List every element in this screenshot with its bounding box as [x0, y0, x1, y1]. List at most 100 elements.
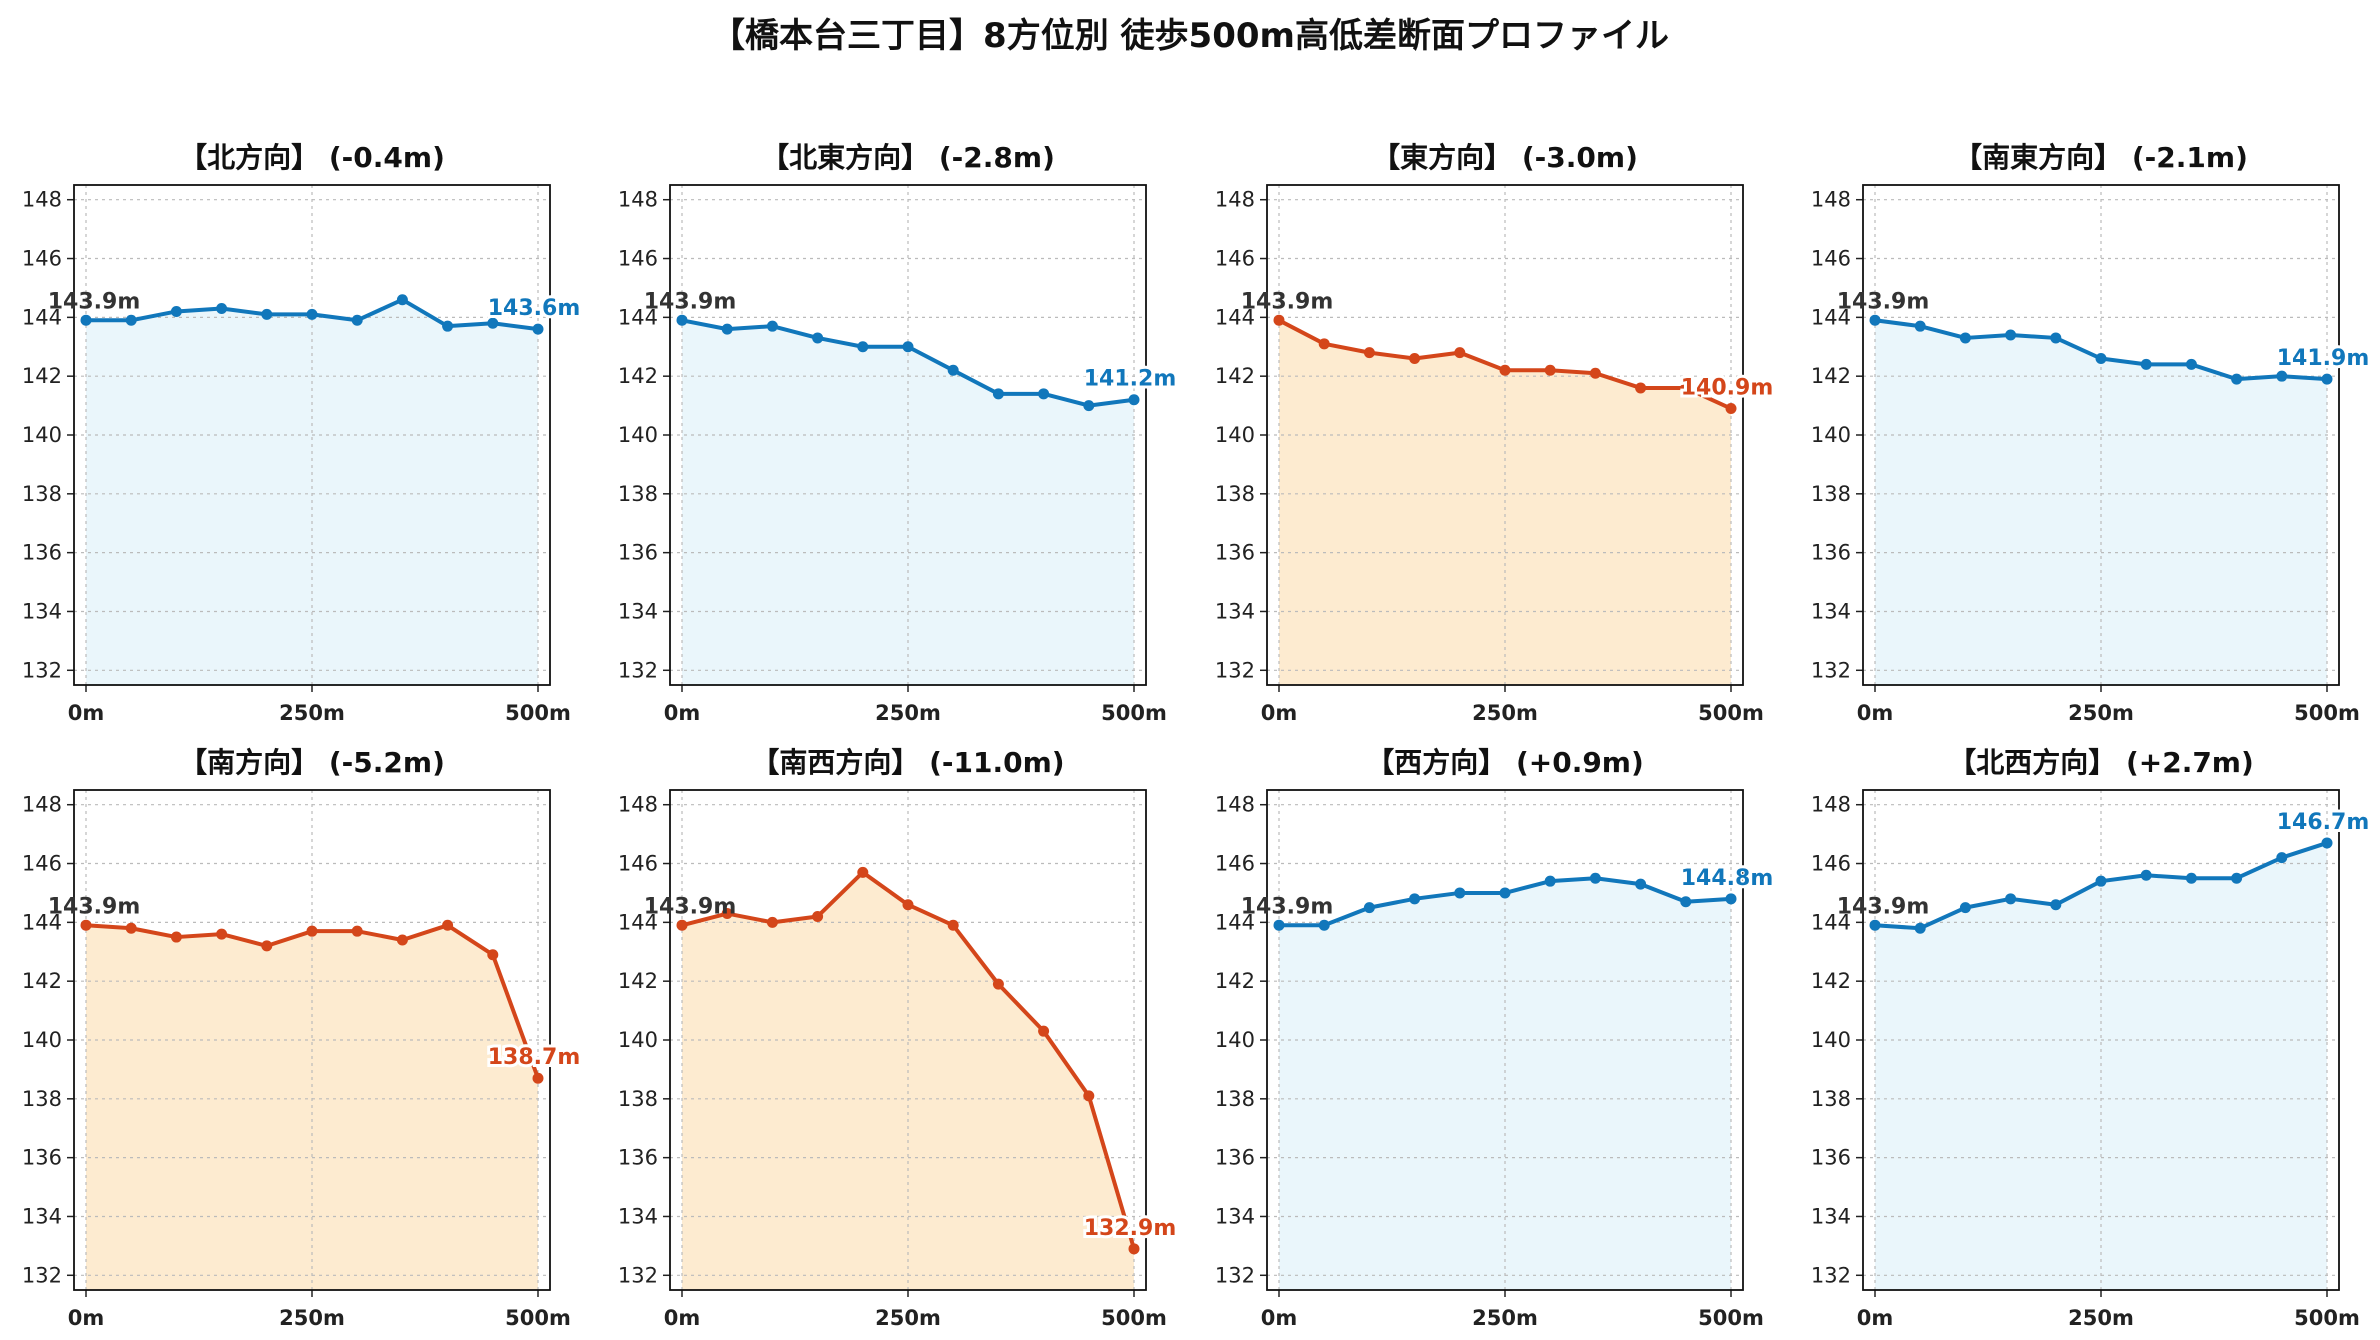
y-tick-label: 144 [1215, 305, 1255, 329]
y-tick-label: 146 [618, 247, 658, 271]
data-point [1589, 367, 1601, 379]
y-tick-label: 132 [22, 1263, 62, 1287]
panel-1: 132 134 136 138 140 142 144 146 148 0m 250m 500m 【北東… [618, 141, 1179, 725]
data-point [1454, 887, 1466, 899]
data-point [1959, 332, 1971, 344]
data-point [766, 320, 778, 332]
y-tick-label: 142 [1811, 364, 1851, 388]
data-point [2095, 353, 2107, 365]
data-point [857, 866, 869, 878]
x-tick-label: 500m [1101, 1306, 1167, 1330]
y-tick-label: 140 [1811, 1028, 1851, 1052]
y-tick-label: 146 [1811, 852, 1851, 876]
data-point [442, 919, 454, 931]
data-point [2140, 869, 2152, 881]
data-point [2140, 358, 2152, 370]
data-point [902, 899, 914, 911]
data-point [992, 978, 1004, 990]
x-tick-label: 250m [1472, 1306, 1538, 1330]
data-point [1038, 388, 1050, 400]
data-point [396, 294, 408, 306]
x-tick-label: 250m [279, 701, 345, 725]
panel-0: 132 134 136 138 140 142 144 146 148 0m 250m 500m 【北方… [22, 141, 583, 725]
panel-2: 132 134 136 138 140 142 144 146 148 0m 250m 500m 【東方… [1215, 141, 1776, 725]
axes-frame [1266, 184, 1744, 686]
y-tick-label: 140 [618, 1028, 658, 1052]
y-tick-label: 138 [618, 1087, 658, 1111]
start-value-label: 143.9m [644, 894, 737, 919]
y-tick-label: 136 [1811, 541, 1851, 565]
data-point [80, 919, 92, 931]
data-point [396, 934, 408, 946]
y-tick-label: 140 [1811, 423, 1851, 447]
y-tick-label: 142 [1811, 969, 1851, 993]
y-tick-label: 134 [618, 1204, 658, 1228]
y-tick-label: 148 [1811, 188, 1851, 212]
data-point [1680, 896, 1692, 908]
data-point [1725, 893, 1737, 905]
axes-frame [1862, 184, 2340, 686]
data-point [1499, 364, 1511, 376]
y-tick-label: 148 [618, 793, 658, 817]
y-tick-label: 138 [1811, 1087, 1851, 1111]
data-point [1128, 1243, 1140, 1255]
data-point [1635, 878, 1647, 890]
end-value-label: 141.9m [2277, 346, 2370, 371]
data-point [80, 314, 92, 326]
panel-5: 132 134 136 138 140 142 144 146 148 0m 250m 500m 【南西… [618, 746, 1179, 1330]
data-point [351, 925, 363, 937]
data-point [1914, 320, 1926, 332]
start-value-label: 143.9m [1837, 894, 1930, 919]
data-point [1318, 338, 1330, 350]
panel-3: 132 134 136 138 140 142 144 146 148 0m 250m 500m 【南東… [1811, 141, 2372, 725]
y-tick-label: 132 [1811, 658, 1851, 682]
data-point [676, 314, 688, 326]
y-tick-label: 146 [1811, 247, 1851, 271]
data-point [351, 314, 363, 326]
data-point [1363, 347, 1375, 359]
panel-title: 【西方向】 (+0.9m) [1366, 746, 1644, 779]
start-value-label: 143.9m [48, 289, 141, 314]
data-point [1499, 887, 1511, 899]
y-tick-label: 140 [22, 1028, 62, 1052]
x-tick-label: 0m [1261, 1306, 1298, 1330]
area-fill [682, 872, 1134, 1290]
y-tick-label: 134 [1215, 1204, 1255, 1228]
data-point [2050, 332, 2062, 344]
y-tick-label: 136 [22, 1146, 62, 1170]
x-tick-label: 250m [2068, 1306, 2134, 1330]
y-tick-label: 148 [1215, 793, 1255, 817]
y-tick-label: 136 [1215, 1146, 1255, 1170]
y-tick-label: 134 [1811, 599, 1851, 623]
y-tick-label: 148 [1811, 793, 1851, 817]
data-point [2276, 852, 2288, 864]
x-tick-label: 250m [1472, 701, 1538, 725]
data-point [125, 314, 137, 326]
y-tick-label: 144 [1215, 910, 1255, 934]
y-tick-label: 138 [1811, 482, 1851, 506]
data-point [1083, 400, 1095, 412]
data-point [1544, 364, 1556, 376]
y-tick-label: 134 [1811, 1204, 1851, 1228]
data-point [1680, 382, 1692, 394]
y-tick-label: 136 [1215, 541, 1255, 565]
data-point [261, 940, 273, 952]
data-point [487, 317, 499, 329]
x-tick-label: 500m [505, 701, 571, 725]
data-point [1454, 347, 1466, 359]
data-point [487, 949, 499, 961]
x-tick-label: 500m [505, 1306, 571, 1330]
data-point [2095, 875, 2107, 887]
y-tick-label: 132 [1811, 1263, 1851, 1287]
data-point [125, 922, 137, 934]
end-value-label: 132.9m [1084, 1216, 1177, 1241]
y-tick-label: 142 [22, 364, 62, 388]
x-tick-label: 0m [68, 1306, 105, 1330]
y-tick-label: 138 [22, 1087, 62, 1111]
y-tick-label: 144 [22, 305, 62, 329]
x-tick-label: 0m [1857, 1306, 1894, 1330]
data-point [2185, 872, 2197, 884]
data-point [2050, 899, 2062, 911]
data-point [442, 320, 454, 332]
